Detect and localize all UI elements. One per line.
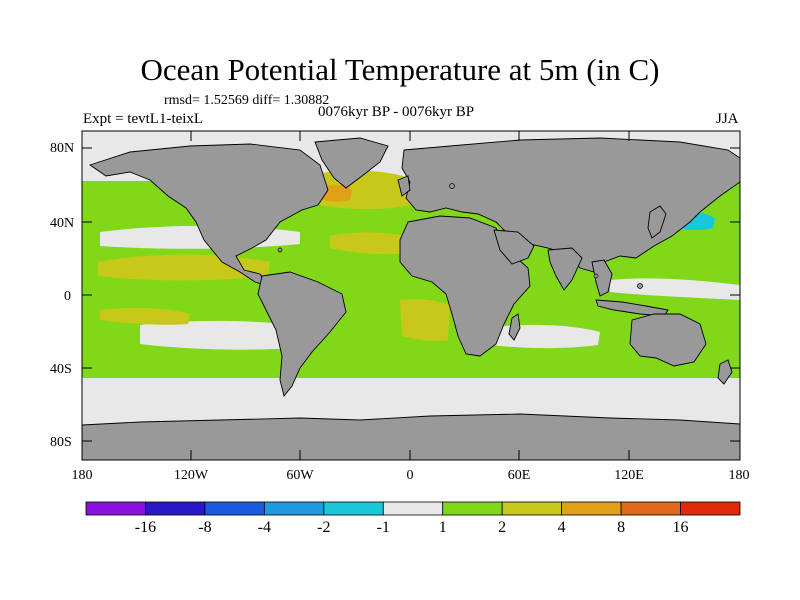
- madagascar: [508, 313, 521, 341]
- stats-text: rmsd= 1.52569 diff= 1.30882: [164, 93, 330, 108]
- lon-label-120e: 120E: [614, 468, 644, 483]
- map-title: Ocean Potential Temperature at 5m (in C): [140, 52, 660, 87]
- colorbar-label: -1: [376, 519, 390, 536]
- colorbar-swatch: [680, 501, 741, 516]
- greenland: [314, 137, 389, 189]
- latitude-ticks: [82, 147, 740, 442]
- lat-label-80s: 80S: [50, 435, 72, 450]
- colorbar-swatch: [85, 501, 146, 516]
- indian-ocean-neutral-patch: [470, 324, 600, 349]
- north-america: [88, 143, 329, 287]
- colorbar-swatch: [561, 501, 622, 516]
- indochina: [591, 259, 613, 297]
- longitude-ticks: [190, 131, 630, 460]
- colorbar-swatch: [620, 501, 681, 516]
- island-sri-lanka: [593, 273, 599, 279]
- arabia: [493, 229, 535, 265]
- map-area: [82, 131, 740, 460]
- colorbar-swatch: [323, 501, 384, 516]
- lon-label-60w: 60W: [286, 468, 314, 483]
- island-caribbean: [277, 247, 283, 253]
- lat-label-80n: 80N: [50, 141, 75, 156]
- lon-label-180e: 180: [728, 468, 750, 483]
- season-label: JJA: [716, 111, 739, 127]
- colorbar-swatch: [442, 501, 503, 516]
- period-label: 0076kyr BP - 0076kyr BP: [318, 104, 475, 120]
- colorbar-label: -2: [317, 519, 331, 536]
- experiment-label: Expt = tevtL1-teixL: [83, 111, 204, 127]
- australia: [629, 313, 707, 367]
- island-philippines: [637, 283, 643, 289]
- colorbar-label: -16: [134, 519, 157, 536]
- colorbar-swatch: [382, 501, 444, 516]
- colorbar-label: -4: [257, 519, 272, 536]
- colorbar-swatch: [145, 501, 206, 516]
- new-zealand: [717, 359, 733, 385]
- japan: [647, 205, 667, 239]
- colorbar: [85, 501, 741, 516]
- colorbar-swatch: [263, 501, 325, 516]
- colorbar-swatch: [204, 501, 265, 516]
- tropical-pacific-warm-band: [98, 254, 270, 281]
- lon-label-120w: 120W: [173, 468, 209, 483]
- lat-label-0: 0: [64, 289, 71, 304]
- lon-label-180w: 180: [71, 468, 93, 483]
- equatorial-pacific-neutral-patch: [610, 278, 740, 300]
- south-america: [257, 271, 347, 397]
- southeast-atlantic-warm-patch: [400, 299, 450, 341]
- lon-label-0: 0: [406, 468, 414, 483]
- colorbar-label: 8: [617, 519, 626, 536]
- subtropical-atlantic-warm-patch: [330, 232, 420, 255]
- colorbar-label: 16: [672, 519, 689, 536]
- colorbar-label: 2: [498, 519, 507, 536]
- lat-label-40s: 40S: [50, 362, 72, 377]
- colorbar-label: 1: [438, 519, 447, 536]
- small-islands: [277, 183, 643, 289]
- island-scandinavia-coast: [449, 183, 455, 189]
- lon-label-60e: 60E: [507, 468, 531, 483]
- colorbar-swatch: [501, 501, 563, 516]
- antarctica: [82, 413, 740, 460]
- colorbar-label: 4: [557, 519, 566, 536]
- southeast-pacific-warm-patch: [100, 307, 190, 325]
- british-isles: [397, 175, 411, 197]
- lat-label-40n: 40N: [50, 216, 75, 231]
- india: [547, 247, 583, 291]
- colorbar-label: -8: [198, 519, 212, 536]
- land-masses: [82, 137, 740, 460]
